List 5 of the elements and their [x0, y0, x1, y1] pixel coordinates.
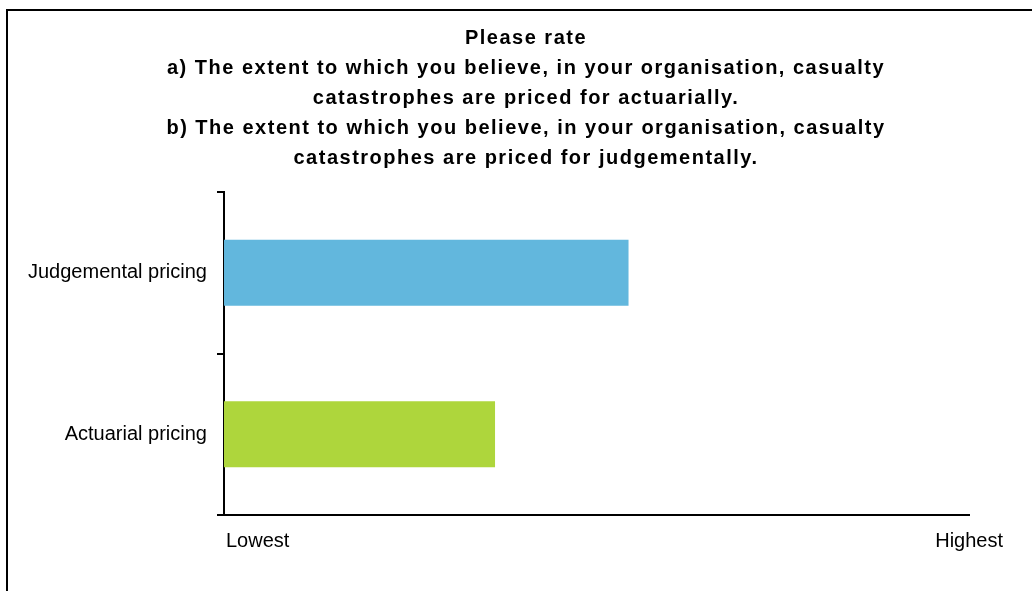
text: Lowest	[226, 528, 290, 552]
y-tick-label: Judgemental pricing	[28, 260, 207, 283]
chart-title: Please rate a) The extent to which you believe, in your organisation, casualty catastrophes are priced for actuarially. b) The extent to which you believe, in your organisation, casualty catastrophes are priced for judgementally.	[165, 25, 887, 170]
text: Highest	[935, 528, 1003, 552]
y-tick-label: Actuarial pricing	[64, 421, 207, 444]
